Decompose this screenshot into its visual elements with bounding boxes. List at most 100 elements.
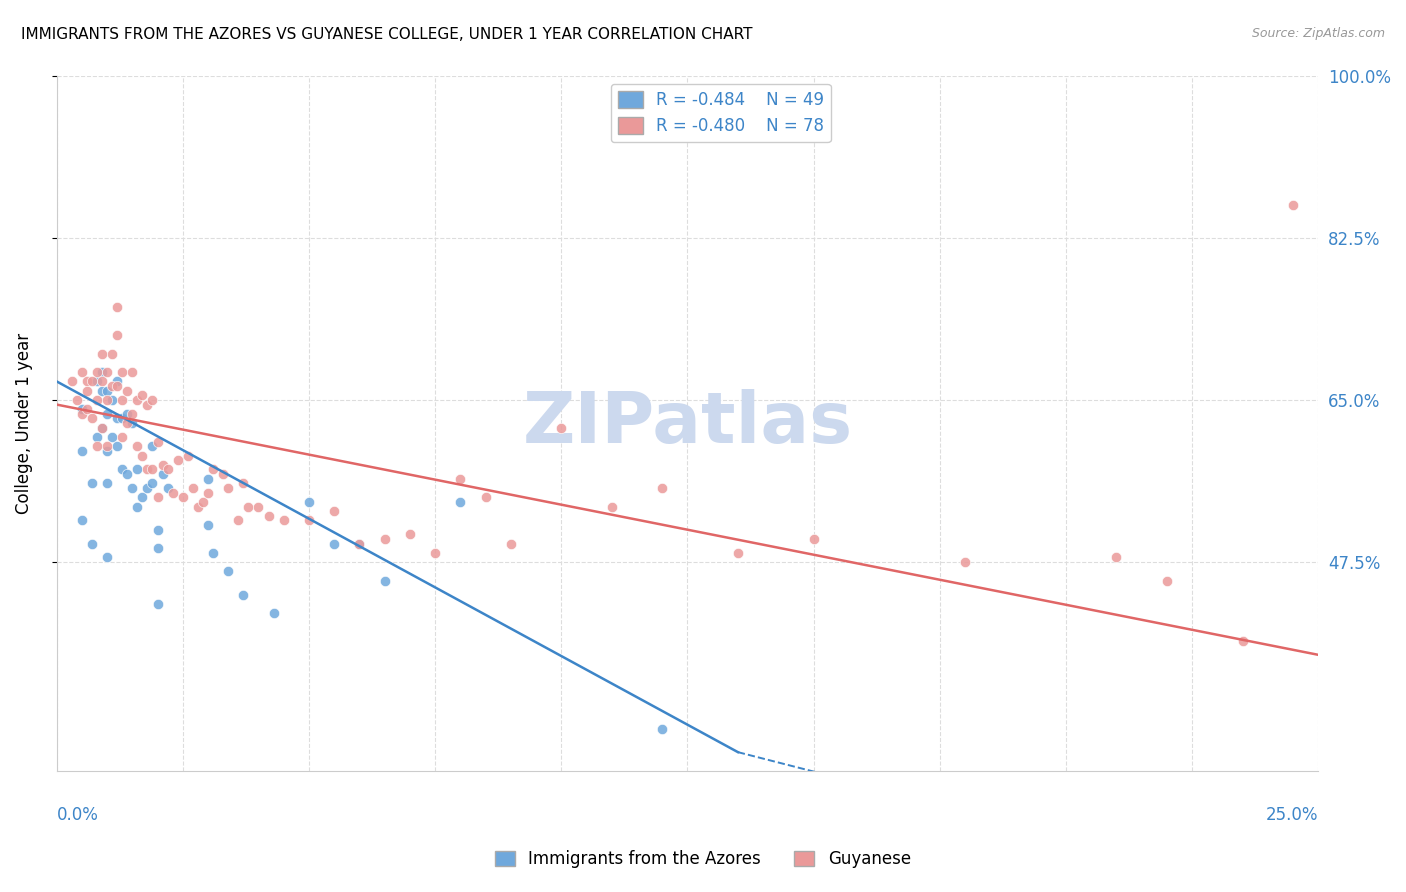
Point xyxy=(127,462,149,476)
Point xyxy=(111,430,134,444)
Point xyxy=(232,476,254,491)
Point xyxy=(136,462,159,476)
Text: Source: ZipAtlas.com: Source: ZipAtlas.com xyxy=(1251,27,1385,40)
Point xyxy=(141,476,163,491)
Point xyxy=(146,541,169,556)
Point xyxy=(101,430,124,444)
Point xyxy=(60,375,83,389)
Point xyxy=(181,481,204,495)
Point xyxy=(117,407,139,421)
Point xyxy=(152,467,174,481)
Point xyxy=(349,536,371,550)
Text: ZIPatlas: ZIPatlas xyxy=(523,389,852,458)
Point xyxy=(121,365,143,379)
Point xyxy=(101,346,124,360)
Point xyxy=(349,536,371,550)
Point xyxy=(374,574,396,588)
Point xyxy=(146,597,169,611)
Point xyxy=(238,500,260,514)
Point xyxy=(86,365,108,379)
Point xyxy=(651,481,673,495)
Point xyxy=(70,402,93,417)
Point xyxy=(105,411,128,425)
Point xyxy=(105,379,128,393)
Point xyxy=(76,384,98,398)
Point xyxy=(86,375,108,389)
Point xyxy=(91,375,114,389)
Point xyxy=(323,536,346,550)
Point xyxy=(96,439,118,453)
Point xyxy=(423,546,446,560)
Point xyxy=(247,500,270,514)
Point xyxy=(70,513,93,527)
Point xyxy=(101,392,124,407)
Point xyxy=(96,476,118,491)
Point xyxy=(121,481,143,495)
Point xyxy=(91,421,114,435)
Point xyxy=(803,532,825,546)
Point xyxy=(953,555,976,569)
Point xyxy=(96,407,118,421)
Point xyxy=(117,384,139,398)
Point xyxy=(91,346,114,360)
Point xyxy=(86,392,108,407)
Point xyxy=(131,490,153,504)
Point xyxy=(105,375,128,389)
Text: IMMIGRANTS FROM THE AZORES VS GUYANESE COLLEGE, UNDER 1 YEAR CORRELATION CHART: IMMIGRANTS FROM THE AZORES VS GUYANESE C… xyxy=(21,27,752,42)
Point xyxy=(146,490,169,504)
Point xyxy=(96,384,118,398)
Point xyxy=(141,462,163,476)
Point xyxy=(1105,550,1128,565)
Point xyxy=(600,500,623,514)
Point xyxy=(197,518,219,533)
Point xyxy=(136,481,159,495)
Point xyxy=(187,500,209,514)
Legend: Immigrants from the Azores, Guyanese: Immigrants from the Azores, Guyanese xyxy=(488,844,918,875)
Point xyxy=(101,379,124,393)
Point xyxy=(474,490,496,504)
Point xyxy=(86,430,108,444)
Point xyxy=(131,449,153,463)
Point xyxy=(91,365,114,379)
Point xyxy=(111,365,134,379)
Point xyxy=(111,392,134,407)
Point xyxy=(111,411,134,425)
Point xyxy=(86,439,108,453)
Text: 25.0%: 25.0% xyxy=(1265,805,1319,824)
Point xyxy=(121,416,143,430)
Point xyxy=(399,527,422,541)
Point xyxy=(146,523,169,537)
Point xyxy=(257,508,280,523)
Point xyxy=(127,392,149,407)
Point xyxy=(66,392,89,407)
Point xyxy=(91,421,114,435)
Point xyxy=(96,444,118,458)
Point xyxy=(263,606,285,620)
Point xyxy=(80,375,103,389)
Point xyxy=(105,328,128,343)
Point xyxy=(156,481,179,495)
Point xyxy=(323,504,346,518)
Point xyxy=(191,495,214,509)
Point xyxy=(298,495,321,509)
Point xyxy=(1156,574,1178,588)
Point xyxy=(162,485,184,500)
Y-axis label: College, Under 1 year: College, Under 1 year xyxy=(15,333,32,514)
Point xyxy=(217,565,239,579)
Point xyxy=(91,384,114,398)
Point xyxy=(226,513,249,527)
Point xyxy=(105,439,128,453)
Point xyxy=(141,392,163,407)
Point xyxy=(76,375,98,389)
Point xyxy=(212,467,235,481)
Point xyxy=(96,392,118,407)
Point xyxy=(166,453,188,467)
Point xyxy=(449,495,471,509)
Point xyxy=(202,462,225,476)
Point xyxy=(177,449,200,463)
Legend: R = -0.484    N = 49, R = -0.480    N = 78: R = -0.484 N = 49, R = -0.480 N = 78 xyxy=(610,84,831,142)
Point xyxy=(1232,634,1254,648)
Point xyxy=(1282,198,1305,212)
Point xyxy=(651,722,673,736)
Point xyxy=(550,421,572,435)
